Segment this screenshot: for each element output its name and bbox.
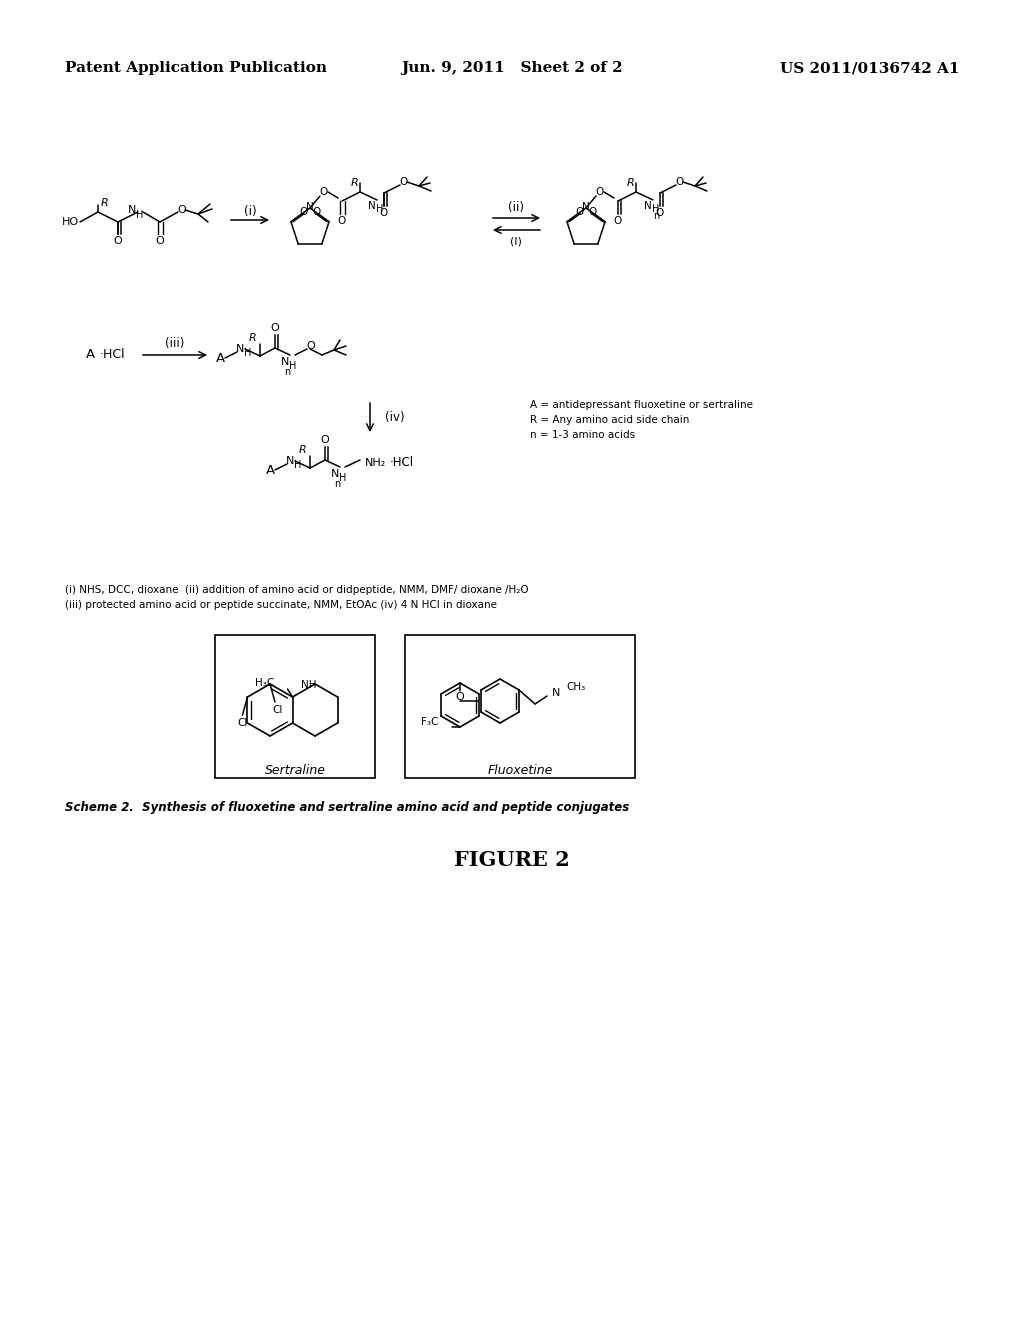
Text: N: N	[306, 202, 314, 213]
Text: H: H	[652, 205, 659, 214]
Text: O: O	[400, 177, 409, 187]
Text: Sertraline: Sertraline	[264, 763, 326, 776]
Text: O: O	[456, 692, 464, 702]
Text: Patent Application Publication: Patent Application Publication	[65, 61, 327, 75]
Text: H: H	[339, 473, 347, 483]
Text: (l): (l)	[510, 236, 522, 246]
Text: H: H	[290, 360, 297, 371]
Text: Cl: Cl	[272, 705, 284, 715]
Text: Scheme 2.  Synthesis of fluoxetine and sertraline amino acid and peptide conjuga: Scheme 2. Synthesis of fluoxetine and se…	[65, 801, 630, 814]
Text: N: N	[236, 345, 244, 354]
Text: R: R	[299, 445, 307, 455]
Text: (i) NHS, DCC, dioxane  (ii) addition of amino acid or didpeptide, NMM, DMF/ diox: (i) NHS, DCC, dioxane (ii) addition of a…	[65, 585, 528, 595]
Text: (iv): (iv)	[385, 412, 404, 425]
Text: NH: NH	[300, 680, 316, 690]
Text: F₃C: F₃C	[421, 717, 438, 727]
Text: N: N	[286, 455, 294, 466]
Text: (i): (i)	[244, 205, 256, 218]
Text: R = Any amino acid side chain: R = Any amino acid side chain	[530, 414, 689, 425]
Text: NH₂: NH₂	[365, 458, 386, 469]
Text: H: H	[245, 348, 252, 358]
Text: CH₃: CH₃	[566, 682, 586, 692]
Text: O: O	[270, 323, 280, 333]
Text: N: N	[644, 201, 652, 211]
Text: O: O	[596, 187, 604, 197]
Text: n = 1-3 amino acids: n = 1-3 amino acids	[530, 430, 635, 440]
Text: O: O	[306, 341, 315, 351]
Bar	[215, 635, 375, 777]
Text: US 2011/0136742 A1: US 2011/0136742 A1	[780, 61, 961, 75]
Text: (iii) protected amino acid or peptide succinate, NMM, EtOAc (iv) 4 N HCl in diox: (iii) protected amino acid or peptide su…	[65, 601, 497, 610]
Text: n: n	[284, 367, 290, 378]
Text: Fluoxetine: Fluoxetine	[487, 763, 553, 776]
Bar	[406, 635, 635, 777]
Text: H: H	[136, 210, 143, 220]
Text: ·HCl: ·HCl	[390, 457, 414, 470]
Text: Cl: Cl	[238, 718, 248, 729]
Text: n: n	[334, 479, 340, 488]
Text: ·HCl: ·HCl	[100, 348, 126, 362]
Text: Jun. 9, 2011   Sheet 2 of 2: Jun. 9, 2011 Sheet 2 of 2	[401, 61, 623, 75]
Text: A: A	[86, 348, 95, 362]
Text: N: N	[582, 202, 590, 213]
Text: H: H	[376, 205, 384, 214]
Text: O: O	[380, 209, 388, 218]
Text: N: N	[552, 688, 560, 698]
Text: A: A	[266, 463, 275, 477]
Text: O: O	[114, 236, 123, 246]
Text: N: N	[281, 356, 289, 367]
Text: (ii): (ii)	[508, 201, 524, 214]
Text: N: N	[331, 469, 339, 479]
Text: O: O	[300, 207, 308, 216]
Text: A: A	[216, 351, 225, 364]
Text: R: R	[101, 198, 109, 209]
Text: R: R	[249, 333, 257, 343]
Text: FIGURE 2: FIGURE 2	[454, 850, 570, 870]
Text: O: O	[321, 436, 330, 445]
Text: N: N	[128, 205, 136, 215]
Text: O: O	[656, 209, 665, 218]
Text: O: O	[338, 216, 346, 226]
Text: HO: HO	[61, 216, 79, 227]
Text: O: O	[588, 207, 596, 216]
Text: O: O	[177, 205, 186, 215]
Text: A = antidepressant fluoxetine or sertraline: A = antidepressant fluoxetine or sertral…	[530, 400, 753, 411]
Text: O: O	[312, 207, 321, 216]
Text: O: O	[319, 187, 328, 197]
Text: O: O	[676, 177, 684, 187]
Text: O: O	[613, 216, 623, 226]
Text: N: N	[368, 201, 376, 211]
Text: (iii): (iii)	[165, 338, 184, 351]
Text: R: R	[627, 178, 635, 187]
Text: n: n	[653, 211, 659, 220]
Text: O: O	[575, 207, 584, 216]
Text: O: O	[156, 236, 165, 246]
Text: H₃C: H₃C	[255, 678, 274, 688]
Text: H: H	[294, 459, 302, 470]
Text: R: R	[351, 178, 358, 187]
